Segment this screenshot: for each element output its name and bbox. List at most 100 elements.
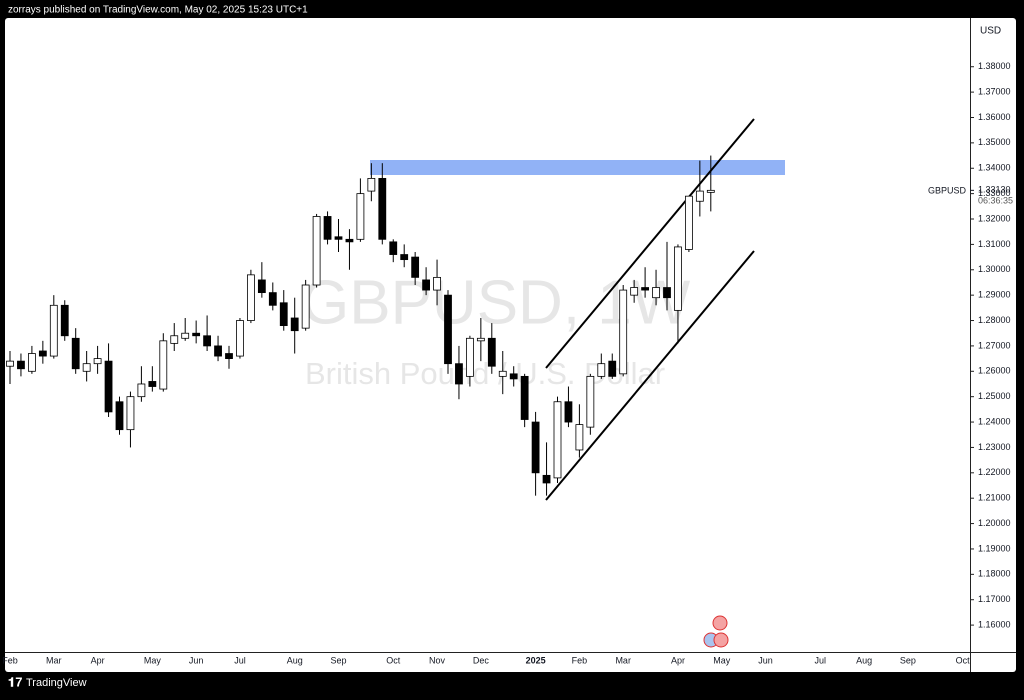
y-tick-label: 1.36000 — [978, 112, 1011, 122]
candle-body — [356, 193, 365, 240]
y-tick-label: 1.28000 — [978, 315, 1011, 325]
y-tick-label: 1.19000 — [978, 543, 1011, 553]
x-tick-label: Oct — [386, 655, 401, 665]
y-tick-label: 1.26000 — [978, 366, 1011, 376]
y-tick-label: 1.20000 — [978, 518, 1011, 528]
channel-lower — [545, 250, 755, 501]
channel-upper — [545, 118, 755, 369]
candle-body — [301, 284, 310, 329]
y-tick-label: 1.22000 — [978, 467, 1011, 477]
candle-body — [170, 335, 179, 344]
candle-body — [575, 424, 584, 451]
x-tick-label: Sep — [330, 655, 346, 665]
candle-body — [706, 189, 715, 193]
y-tick-label: 1.37000 — [978, 86, 1011, 96]
footer-brand: TradingView — [26, 677, 87, 689]
resistance-zone — [370, 160, 785, 175]
y-tick-label: 1.33000 — [978, 188, 1011, 198]
candle-body — [641, 287, 649, 291]
candle-body — [685, 195, 693, 250]
x-tick-label: Jun — [189, 655, 204, 665]
candle-body — [38, 350, 47, 357]
candle-body — [104, 360, 113, 413]
candle-body — [159, 340, 168, 390]
candle-body — [268, 292, 277, 306]
x-tick-label: Jul — [234, 655, 246, 665]
candle-body — [389, 241, 398, 255]
footer-logo: 𝟏7 — [8, 674, 22, 689]
candle-body — [82, 363, 91, 372]
candle-body — [487, 337, 496, 367]
candle-body — [586, 375, 595, 428]
x-tick-label: Aug — [287, 655, 303, 665]
watermark: GBPUSD, 1W — [301, 268, 691, 337]
candle-body — [192, 332, 201, 337]
candle-body — [531, 421, 540, 474]
currency: USD — [980, 26, 1001, 37]
candle-body — [498, 370, 507, 377]
candle-body — [652, 287, 660, 299]
candle-body — [367, 178, 376, 192]
y-tick-label: 1.21000 — [978, 493, 1011, 503]
candle-body — [542, 474, 551, 484]
candle-body — [334, 236, 343, 240]
y-tick-label: 1.27000 — [978, 340, 1011, 350]
candle-body — [126, 396, 135, 431]
candle-body — [663, 287, 671, 299]
countdown: 06:36:35 — [978, 195, 1013, 205]
candle-body — [49, 304, 58, 357]
candle-body — [257, 279, 266, 294]
candle-body — [520, 375, 529, 420]
x-tick-label: Apr — [671, 655, 685, 665]
candle-body — [17, 360, 25, 370]
candle-body — [345, 238, 354, 243]
candle-body — [422, 279, 431, 291]
candle-body — [137, 383, 146, 398]
y-tick-label: 1.29000 — [978, 290, 1011, 300]
x-tick-label: Feb — [572, 655, 588, 665]
x-tick-label: Mar — [46, 655, 62, 665]
candle-body — [181, 332, 190, 339]
y-tick-label: 1.16000 — [978, 619, 1011, 629]
y-tick-label: 1.24000 — [978, 416, 1011, 426]
candle-body — [476, 337, 485, 342]
candle-body — [279, 302, 288, 327]
x-tick-label: Sep — [900, 655, 916, 665]
candle-body — [509, 373, 518, 380]
footer: 𝟏7 TradingView — [8, 674, 87, 689]
candle-body — [225, 353, 233, 360]
candle-body — [60, 304, 69, 337]
candle-body — [290, 317, 299, 332]
y-tick-label: 1.17000 — [978, 594, 1011, 604]
x-tick-label: Apr — [91, 655, 105, 665]
y-tick-label: 1.23000 — [978, 442, 1011, 452]
candle-body — [312, 216, 321, 286]
event-icon — [713, 632, 729, 648]
candle-body — [619, 289, 628, 375]
x-tick-label: Nov — [429, 655, 446, 665]
x-tick-label: May — [713, 655, 731, 665]
candle-body — [411, 256, 420, 278]
candle-body — [246, 274, 255, 321]
y-tick-label: 1.25000 — [978, 391, 1011, 401]
candle-body — [630, 287, 639, 296]
x-tick-label: May — [144, 655, 162, 665]
y-tick-label: 1.31000 — [978, 239, 1011, 249]
candle-body — [564, 401, 573, 423]
y-tick-label: 1.18000 — [978, 569, 1011, 579]
last-price-label: 1.33130 — [978, 185, 1011, 195]
candle-body — [378, 178, 387, 240]
candle-body — [115, 401, 124, 431]
candle-body — [553, 401, 562, 479]
candle-body — [695, 190, 704, 202]
x-tick-label: Oct — [956, 655, 971, 665]
candle-body — [455, 363, 463, 385]
x-tick-label: Mar — [615, 655, 631, 665]
chart-panel — [5, 18, 1016, 672]
candle-body — [214, 345, 222, 357]
candle-body — [465, 337, 474, 377]
candle-body — [236, 320, 244, 357]
x-tick-label: Aug — [856, 655, 872, 665]
